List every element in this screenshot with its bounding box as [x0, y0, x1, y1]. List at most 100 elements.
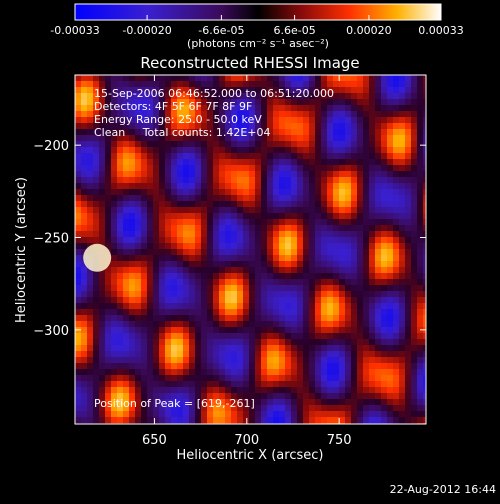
heatmap-cell [165, 105, 172, 112]
heatmap-cell [75, 201, 82, 208]
heatmap-cell [279, 249, 286, 256]
heatmap-cell [99, 135, 106, 142]
heatmap-cell [273, 177, 280, 184]
heatmap-cell [423, 411, 426, 418]
heatmap-cell [345, 267, 352, 274]
heatmap-cell [141, 315, 148, 322]
heatmap-cell [183, 273, 190, 280]
heatmap-cell [135, 129, 142, 136]
heatmap-cell [399, 345, 406, 352]
heatmap-cell [411, 285, 418, 292]
heatmap-cell [417, 219, 424, 226]
heatmap-cell [165, 387, 172, 394]
heatmap-cell [117, 219, 124, 226]
heatmap-cell [171, 309, 178, 316]
heatmap-cell [309, 285, 316, 292]
heatmap-cell [135, 201, 142, 208]
heatmap-cell [255, 369, 262, 376]
heatmap-cell [387, 111, 394, 118]
heatmap-cell [339, 411, 346, 418]
heatmap-cell [393, 147, 400, 154]
heatmap-cell [93, 417, 100, 424]
heatmap-cell [375, 225, 382, 232]
heatmap-cell [159, 363, 166, 370]
heatmap-cell [375, 183, 382, 190]
heatmap-cell [231, 87, 238, 94]
heatmap-cell [357, 279, 364, 286]
heatmap-cell [309, 207, 316, 214]
heatmap-cell [165, 225, 172, 232]
heatmap-cell [117, 183, 124, 190]
heatmap-cell [75, 375, 82, 382]
heatmap-cell [291, 231, 298, 238]
heatmap-cell [147, 291, 154, 298]
heatmap-cell [171, 213, 178, 220]
heatmap-cell [405, 399, 412, 406]
heatmap-cell [189, 261, 196, 268]
heatmap-cell [387, 81, 394, 88]
heatmap-cell [93, 93, 100, 100]
heatmap-cell [123, 321, 130, 328]
heatmap-cell [129, 165, 136, 172]
heatmap-cell [411, 381, 418, 388]
heatmap-cell [399, 165, 406, 172]
heatmap-cell [279, 315, 286, 322]
heatmap-cell [345, 93, 352, 100]
heatmap-cell [183, 399, 190, 406]
heatmap-cell [273, 153, 280, 160]
heatmap-cell [405, 381, 412, 388]
heatmap-cell [279, 417, 286, 424]
heatmap-cell [321, 153, 328, 160]
heatmap-cell [285, 303, 292, 310]
heatmap-cell [129, 363, 136, 370]
heatmap-cell [255, 219, 262, 226]
heatmap-cell [171, 333, 178, 340]
heatmap-cell [291, 279, 298, 286]
heatmap-cell [213, 243, 220, 250]
heatmap-cell [255, 249, 262, 256]
heatmap-cell [291, 117, 298, 124]
heatmap-cell [159, 177, 166, 184]
heatmap-cell [237, 189, 244, 196]
heatmap-cell [135, 165, 142, 172]
heatmap-cell [141, 243, 148, 250]
heatmap-cell [213, 285, 220, 292]
heatmap-cell [309, 369, 316, 376]
heatmap-cell [123, 357, 130, 364]
heatmap-cell [303, 285, 310, 292]
heatmap-cell [75, 147, 82, 154]
heatmap-cell [339, 345, 346, 352]
heatmap-cell [273, 171, 280, 178]
heatmap-cell [279, 357, 286, 364]
heatmap-cell [279, 369, 286, 376]
heatmap-cell [297, 93, 304, 100]
heatmap-cell [117, 381, 124, 388]
heatmap-cell [339, 135, 346, 142]
heatmap-cell [207, 201, 214, 208]
heatmap-cell [351, 393, 358, 400]
heatmap-cell [393, 123, 400, 130]
heatmap-cell [147, 231, 154, 238]
heatmap-cell [141, 381, 148, 388]
heatmap-cell [381, 393, 388, 400]
heatmap-cell [255, 135, 262, 142]
heatmap-cell [303, 177, 310, 184]
heatmap-cell [183, 387, 190, 394]
heatmap-cell [291, 105, 298, 112]
heatmap-cell [189, 165, 196, 172]
heatmap-cell [189, 387, 196, 394]
heatmap-cell [405, 357, 412, 364]
heatmap-cell [75, 345, 82, 352]
heatmap-cell [345, 363, 352, 370]
heatmap-cell [375, 129, 382, 136]
heatmap-cell [411, 261, 418, 268]
heatmap-cell [345, 405, 352, 412]
heatmap-cell [273, 381, 280, 388]
heatmap-cell [297, 117, 304, 124]
heatmap-cell [135, 255, 142, 262]
heatmap-cell [279, 273, 286, 280]
heatmap-cell [387, 303, 394, 310]
heatmap-cell [261, 177, 268, 184]
heatmap-cell [165, 375, 172, 382]
heatmap-cell [333, 99, 340, 106]
